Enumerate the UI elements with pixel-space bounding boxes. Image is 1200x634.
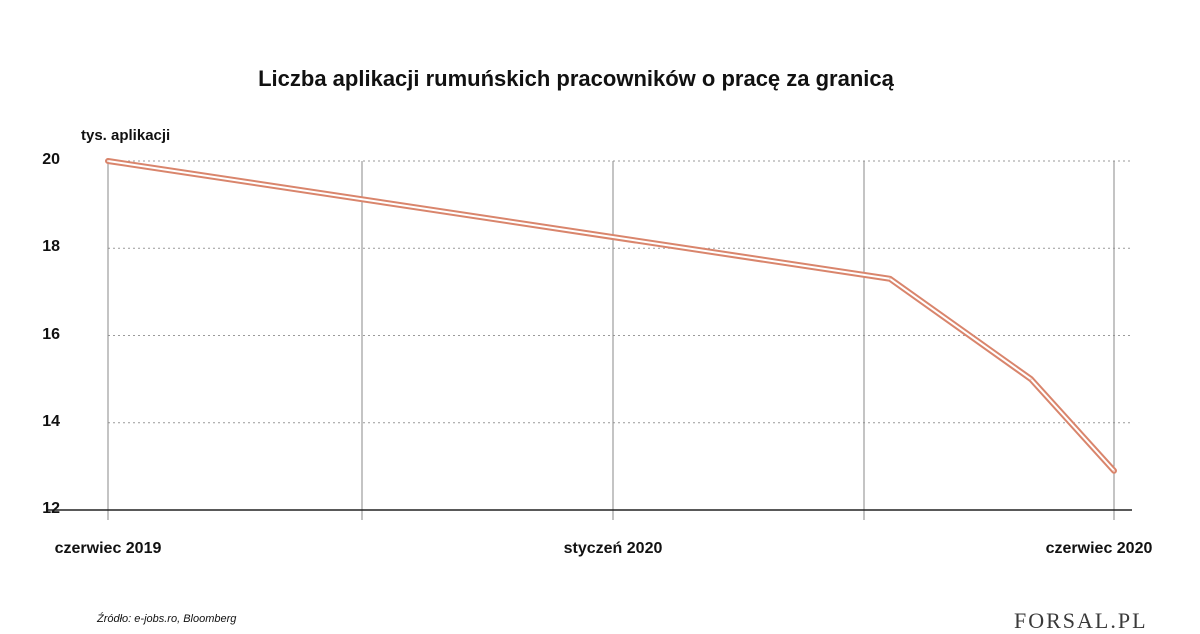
forsal-logo: FORSAL.PL [1014,608,1148,633]
y-axis-unit-label: tys. aplikacji [81,127,171,144]
series-line-core [107,160,1115,472]
source-note: Źródło: e-jobs.ro, Bloomberg [97,613,237,625]
y-tick-label: 16 [42,325,60,343]
data-point [1113,470,1115,472]
data-point [1030,378,1032,380]
chart-title: Liczba aplikacji rumuńskich pracowników … [258,66,894,91]
y-tick-label: 20 [42,151,60,168]
data-point [889,278,891,280]
y-tick-label: 18 [42,238,60,256]
x-tick-label: czerwiec 2019 [54,540,162,557]
x-tick-label: styczeń 2020 [563,540,663,557]
y-tick-label: 12 [42,500,60,517]
data-point [107,160,109,162]
y-tick-label: 14 [42,412,60,430]
series-line [105,158,1117,474]
x-tick-label: czerwiec 2020 [1045,540,1153,557]
